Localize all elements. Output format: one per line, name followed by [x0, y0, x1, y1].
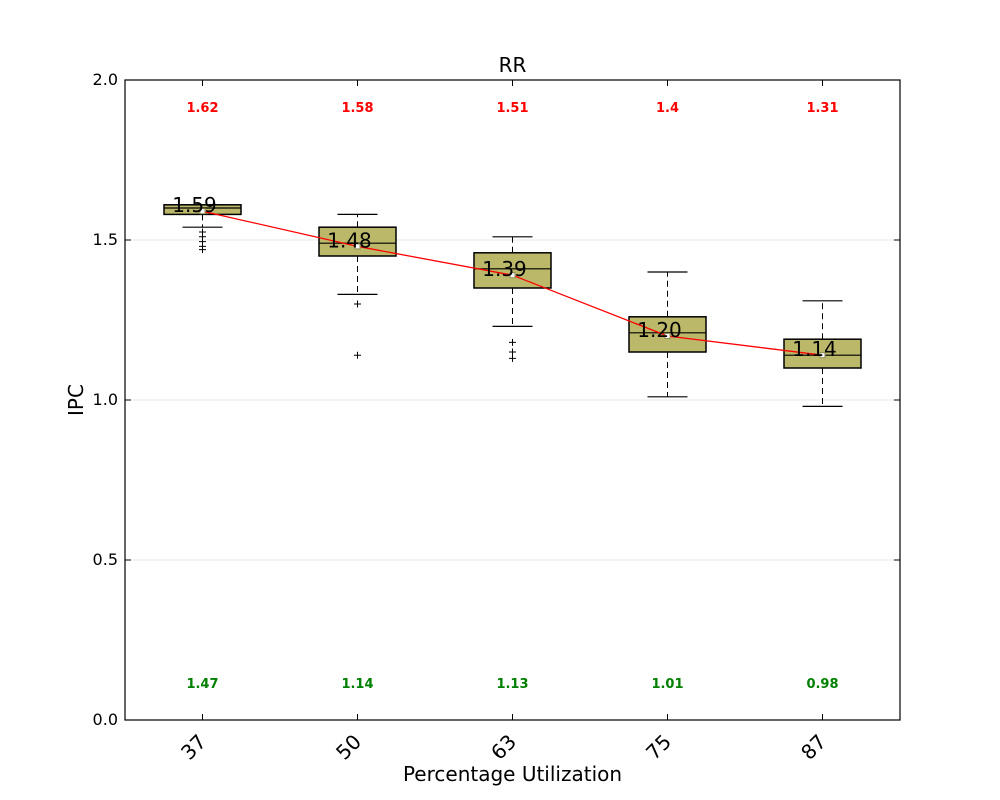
- mean-value-label: 1.14: [792, 337, 837, 361]
- mean-marker: [819, 352, 826, 359]
- min-value-label: 1.01: [651, 677, 683, 692]
- max-value-label: 1.4: [656, 101, 679, 116]
- max-value-label: 1.62: [186, 101, 218, 116]
- outlier-point: [509, 348, 516, 356]
- mean-value-label: 1.48: [327, 228, 372, 252]
- mean-value-label: 1.59: [172, 193, 217, 217]
- y-tick-label: 1.5: [93, 230, 118, 249]
- y-axis-label: IPC: [64, 384, 88, 416]
- min-value-label: 1.14: [341, 677, 373, 692]
- max-value-label: 1.31: [806, 101, 838, 116]
- max-value-label: 1.51: [496, 101, 528, 116]
- outlier-point: [509, 338, 516, 346]
- outlier-point: [509, 354, 516, 362]
- chart-marks: [163, 204, 862, 407]
- outlier-point: [199, 228, 206, 236]
- value-labels: 1.59 1.62 1.47 1.48 1.58 1.14 1.39 1.51 1.13 1.20…: [172, 101, 838, 692]
- min-value-label: 0.98: [806, 677, 838, 692]
- min-value-label: 1.47: [186, 677, 218, 692]
- mean-value-label: 1.20: [637, 318, 682, 342]
- mean-value-label: 1.39: [482, 257, 527, 281]
- outlier-point: [354, 300, 361, 308]
- y-tick-label: 0.0: [93, 710, 118, 729]
- y-tick-label: 1.0: [93, 390, 118, 409]
- min-value-label: 1.13: [496, 677, 528, 692]
- x-axis-label: Percentage Utilization: [403, 762, 622, 786]
- max-value-label: 1.58: [341, 101, 373, 116]
- mean-marker: [354, 243, 361, 250]
- outlier-point: [354, 351, 361, 359]
- chart-title: RR: [499, 53, 527, 77]
- y-tick-label: 0.5: [93, 550, 118, 569]
- mean-marker: [509, 272, 516, 279]
- y-tick-label: 2.0: [93, 70, 118, 89]
- mean-marker: [199, 208, 206, 215]
- mean-marker: [664, 333, 671, 339]
